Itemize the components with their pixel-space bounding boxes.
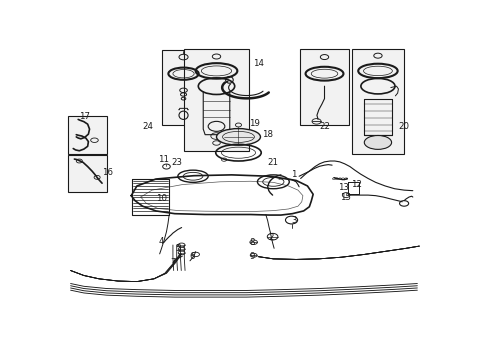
Text: 5: 5 [176,244,181,253]
Text: 13: 13 [337,183,348,192]
Bar [161,50,205,125]
Bar [299,49,348,125]
Text: 17: 17 [79,112,90,121]
Text: 21: 21 [267,158,278,167]
Text: 2: 2 [268,233,274,242]
Bar [184,49,248,151]
Text: 16: 16 [102,168,113,177]
Text: 6: 6 [189,252,194,261]
Text: 15: 15 [339,193,350,202]
Text: 10: 10 [156,194,167,203]
Text: 7: 7 [170,258,175,267]
Ellipse shape [364,135,391,149]
Bar [68,156,107,192]
Text: 8: 8 [249,238,255,247]
Text: 3: 3 [291,216,296,225]
Text: 14: 14 [252,59,263,68]
Text: 12: 12 [350,180,362,189]
Text: 24: 24 [142,122,153,131]
Text: 19: 19 [248,119,259,128]
Bar [351,49,403,154]
Text: 18: 18 [262,130,273,139]
Text: 20: 20 [398,122,409,131]
Bar [68,116,107,154]
Text: 9: 9 [249,252,255,261]
Text: 4: 4 [159,237,164,246]
Ellipse shape [216,129,260,145]
Text: 11: 11 [158,155,168,164]
Text: 1: 1 [291,170,296,179]
Text: 22: 22 [318,122,329,131]
Text: 23: 23 [171,158,182,167]
